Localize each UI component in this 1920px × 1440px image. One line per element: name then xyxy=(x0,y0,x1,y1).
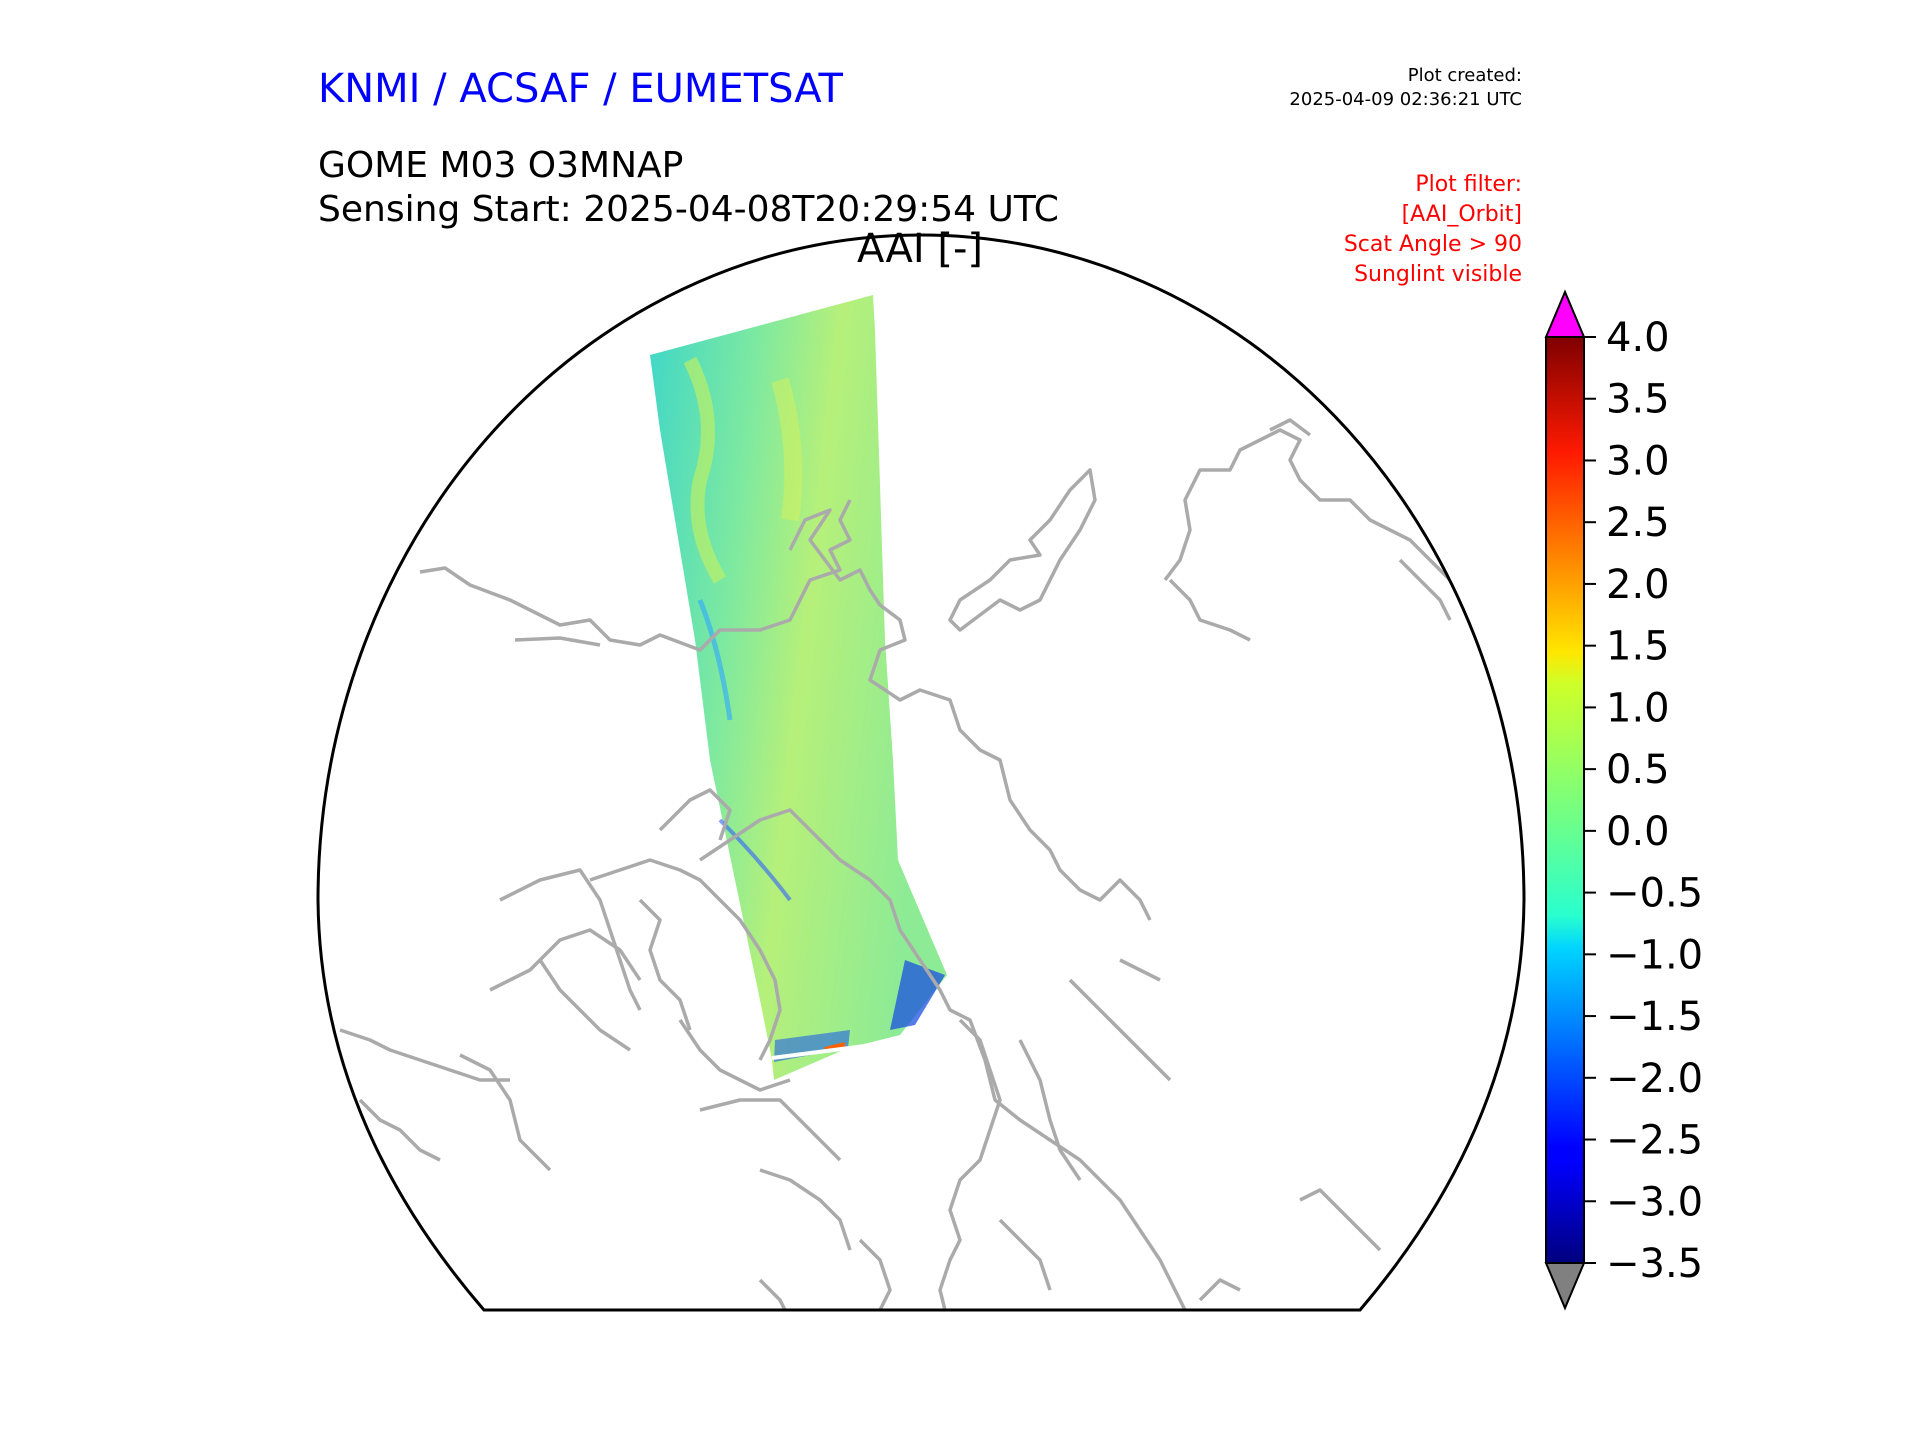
colorbar-over-extension xyxy=(1544,289,1586,338)
swath-feature xyxy=(683,356,727,584)
map-boundary xyxy=(316,233,1526,1312)
coastline-europe xyxy=(678,1019,791,1092)
coastline-greenland-west xyxy=(699,808,1187,1310)
plot-created: Plot created: 2025-04-09 02:36:21 UTC xyxy=(1289,64,1522,112)
map-area xyxy=(318,280,1524,1310)
colorbar-tick-label: 4.0 xyxy=(1606,315,1670,361)
plot-filter-line: Sunglint visible xyxy=(1354,262,1522,287)
colorbar-tick-label: −3.5 xyxy=(1606,1241,1703,1287)
swath-feature xyxy=(771,377,803,522)
coastline-greenland-east xyxy=(1163,428,1452,582)
coastlines xyxy=(339,418,1452,1310)
swath-gap xyxy=(915,888,925,900)
plot-filter-line: Scat Angle > 90 xyxy=(1343,232,1522,257)
organization-title: KNMI / ACSAF / EUMETSAT xyxy=(318,66,843,112)
coastline-europe xyxy=(699,1098,842,1162)
coastline-alaska xyxy=(419,499,852,652)
colorbar-gradient xyxy=(1546,337,1584,1263)
coastline-russia xyxy=(1018,1039,1082,1181)
coastline-russia xyxy=(1119,958,1161,982)
coastline-alaska xyxy=(514,636,601,647)
colorbar-tick-label: 3.5 xyxy=(1606,377,1670,423)
coastline-canada xyxy=(788,508,1152,921)
plot-created-label: Plot created: xyxy=(1407,65,1522,86)
sensing-start: Sensing Start: 2025-04-08T20:29:54 UTC xyxy=(318,189,1059,230)
colorbar-frame xyxy=(1545,336,1585,1264)
swath-feature xyxy=(718,818,792,902)
coastline-russia xyxy=(998,1218,1052,1291)
coastline-russia xyxy=(1068,978,1172,1082)
product-info: GOME M03 O3MNAP Sensing Start: 2025-04-0… xyxy=(318,144,1059,232)
coastline-hudson xyxy=(499,868,642,1011)
colorbar-tick-label: 1.5 xyxy=(1606,624,1670,670)
colorbar-tick-label: −1.5 xyxy=(1606,994,1703,1040)
coastline-russia xyxy=(938,1018,1002,1310)
colorbar-tick-label: 2.5 xyxy=(1606,500,1670,546)
colorbar-ticks: 4.0 3.5 3.0 2.5 2.0 1.5 1.0 0.5 0.0 −0.5 −1.0 −1.5 −… xyxy=(1584,315,1703,1287)
coastline-svalbard xyxy=(1269,418,1312,437)
colorbar-tick-label: 0.0 xyxy=(1606,809,1670,855)
colorbar-tick-label: 3.0 xyxy=(1606,438,1670,484)
coastline-island xyxy=(638,898,692,1031)
swath-feature xyxy=(697,599,733,721)
coastline-europe xyxy=(758,1278,792,1310)
swath-gap xyxy=(771,1042,881,1060)
coastline-baffin xyxy=(948,468,1097,632)
coastline-asia xyxy=(1198,1278,1241,1302)
colorbar-under-extension xyxy=(1544,1262,1586,1311)
plot-filter-line: [AAI_Orbit] xyxy=(1401,202,1522,227)
plot-filter-title: Plot filter: xyxy=(1415,172,1522,197)
colorbar-tick-label: 1.0 xyxy=(1606,685,1670,731)
coastline-asia xyxy=(1299,1188,1382,1252)
coastline-scandinavia xyxy=(339,1028,510,1082)
plot-filter: Plot filter: [AAI_Orbit] Scat Angle > 90… xyxy=(1344,170,1522,290)
coastline-canadian-archipelago xyxy=(589,858,782,1061)
coastline-hudson xyxy=(489,928,642,992)
colorbar-tick-label: −2.0 xyxy=(1606,1056,1703,1102)
coastline-scandinavia xyxy=(358,1098,441,1162)
coastline-greenland-north xyxy=(1168,578,1251,642)
colorbar-tick-label: 0.5 xyxy=(1606,747,1670,793)
colorbar-tick-label: 2.0 xyxy=(1606,562,1670,608)
coastline-europe xyxy=(858,1238,892,1310)
coastline-island xyxy=(538,959,631,1052)
colorbar-tick-label: −0.5 xyxy=(1606,871,1703,917)
colorbar: 4.0 3.5 3.0 2.5 2.0 1.5 1.0 0.5 0.0 −0.5 −1.0 −1.5 −… xyxy=(1544,289,1703,1311)
coastline-island xyxy=(658,788,732,841)
product-name: GOME M03 O3MNAP xyxy=(318,145,684,186)
coastline-scandinavia xyxy=(459,1053,552,1172)
coastline-europe xyxy=(759,1168,852,1251)
coastline-iceland xyxy=(1398,558,1452,621)
colorbar-tick-label: −1.0 xyxy=(1606,932,1703,978)
colorbar-tick-label: −3.0 xyxy=(1606,1179,1703,1225)
plot-created-time: 2025-04-09 02:36:21 UTC xyxy=(1289,89,1522,110)
colorbar-tick-label: −2.5 xyxy=(1606,1118,1703,1164)
